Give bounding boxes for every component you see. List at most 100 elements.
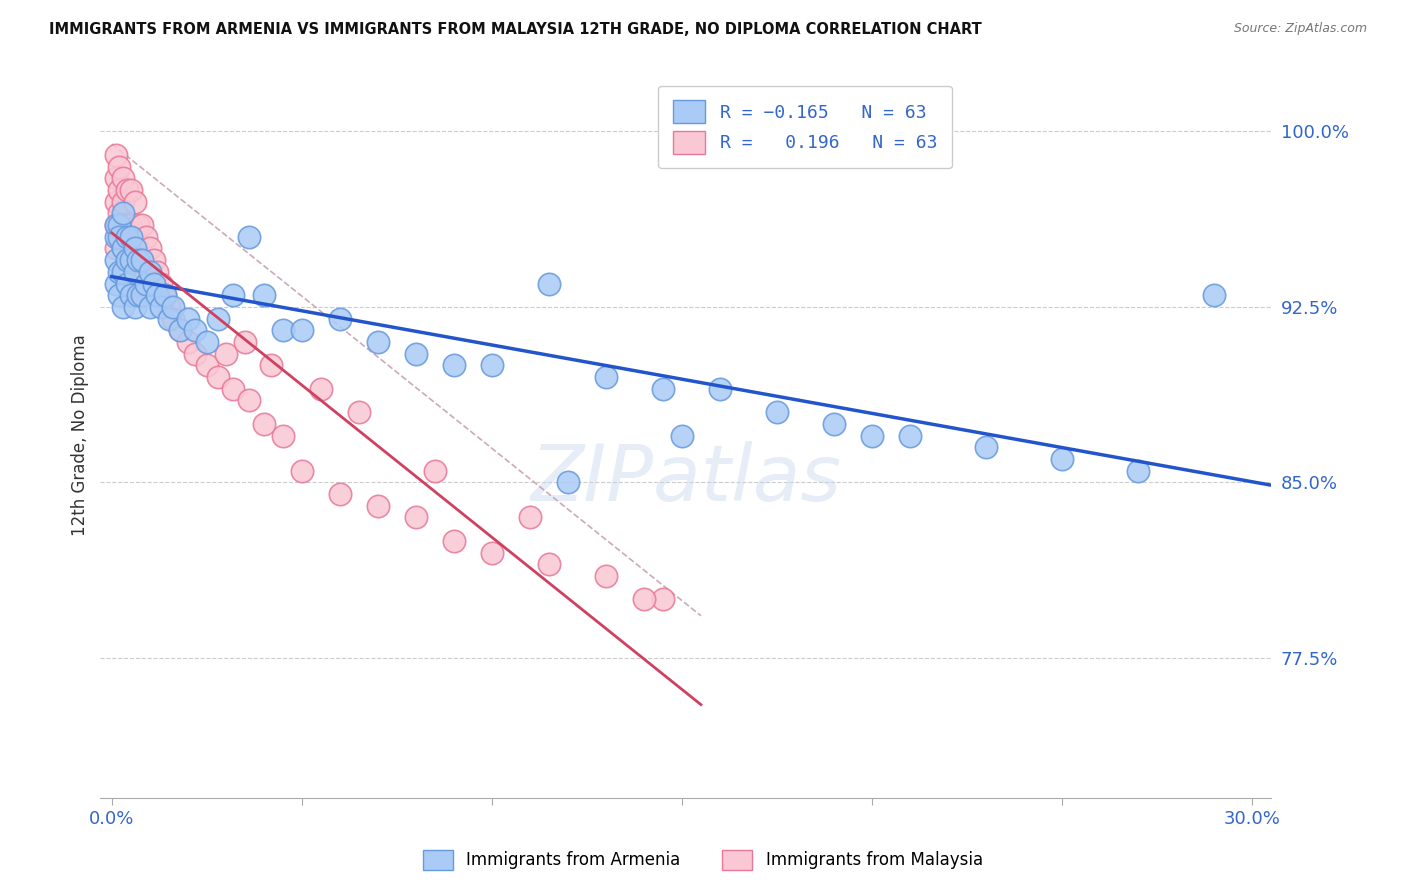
Point — [481, 545, 503, 559]
Point — [423, 464, 446, 478]
Point — [271, 323, 294, 337]
Point — [157, 311, 180, 326]
Point — [291, 323, 314, 337]
Point — [222, 288, 245, 302]
Point — [108, 160, 131, 174]
Point — [127, 241, 149, 255]
Point — [112, 171, 135, 186]
Point — [127, 288, 149, 302]
Point — [104, 218, 127, 232]
Point — [1202, 288, 1225, 302]
Point — [112, 300, 135, 314]
Point — [215, 347, 238, 361]
Point — [120, 218, 142, 232]
Point — [253, 417, 276, 431]
Point — [112, 241, 135, 255]
Point — [443, 533, 465, 548]
Point — [124, 300, 146, 314]
Point — [823, 417, 845, 431]
Point — [104, 229, 127, 244]
Point — [139, 241, 162, 255]
Point — [120, 253, 142, 268]
Point — [766, 405, 789, 419]
Point — [146, 288, 169, 302]
Point — [104, 218, 127, 232]
Point — [860, 428, 883, 442]
Point — [153, 288, 176, 302]
Point — [139, 265, 162, 279]
Point — [135, 229, 157, 244]
Point — [557, 475, 579, 490]
Point — [153, 288, 176, 302]
Point — [120, 229, 142, 244]
Point — [115, 229, 138, 244]
Point — [104, 277, 127, 291]
Point — [162, 300, 184, 314]
Point — [238, 229, 260, 244]
Point — [1050, 452, 1073, 467]
Point — [131, 253, 153, 268]
Point — [142, 277, 165, 291]
Point — [120, 288, 142, 302]
Point — [367, 334, 389, 349]
Point — [233, 334, 256, 349]
Point — [108, 183, 131, 197]
Point — [120, 183, 142, 197]
Point — [347, 405, 370, 419]
Point — [115, 253, 138, 268]
Point — [112, 194, 135, 209]
Point — [1126, 464, 1149, 478]
Point — [184, 347, 207, 361]
Point — [150, 277, 173, 291]
Point — [127, 277, 149, 291]
Point — [127, 253, 149, 268]
Point — [104, 148, 127, 162]
Point — [124, 265, 146, 279]
Point — [329, 311, 352, 326]
Point — [104, 194, 127, 209]
Point — [142, 253, 165, 268]
Point — [115, 277, 138, 291]
Point — [108, 218, 131, 232]
Point — [222, 382, 245, 396]
Point — [443, 359, 465, 373]
Point — [135, 277, 157, 291]
Point — [124, 265, 146, 279]
Point — [405, 347, 427, 361]
Point — [124, 229, 146, 244]
Point — [519, 510, 541, 524]
Point — [108, 229, 131, 244]
Point — [595, 370, 617, 384]
Point — [207, 311, 229, 326]
Point — [104, 253, 127, 268]
Point — [898, 428, 921, 442]
Point — [124, 241, 146, 255]
Point — [271, 428, 294, 442]
Point — [195, 334, 218, 349]
Point — [260, 359, 283, 373]
Point — [139, 300, 162, 314]
Legend: R = −0.165   N = 63, R =   0.196   N = 63: R = −0.165 N = 63, R = 0.196 N = 63 — [658, 86, 952, 169]
Point — [150, 300, 173, 314]
Point — [112, 206, 135, 220]
Point — [184, 323, 207, 337]
Point — [177, 311, 200, 326]
Point — [169, 323, 191, 337]
Point — [146, 265, 169, 279]
Point — [120, 253, 142, 268]
Legend: Immigrants from Armenia, Immigrants from Malaysia: Immigrants from Armenia, Immigrants from… — [416, 843, 990, 877]
Point — [595, 569, 617, 583]
Point — [238, 393, 260, 408]
Point — [115, 183, 138, 197]
Point — [157, 300, 180, 314]
Point — [112, 241, 135, 255]
Point — [974, 440, 997, 454]
Point — [104, 171, 127, 186]
Point — [481, 359, 503, 373]
Point — [367, 499, 389, 513]
Point — [104, 241, 127, 255]
Point — [115, 218, 138, 232]
Point — [537, 558, 560, 572]
Point — [112, 218, 135, 232]
Point — [169, 323, 191, 337]
